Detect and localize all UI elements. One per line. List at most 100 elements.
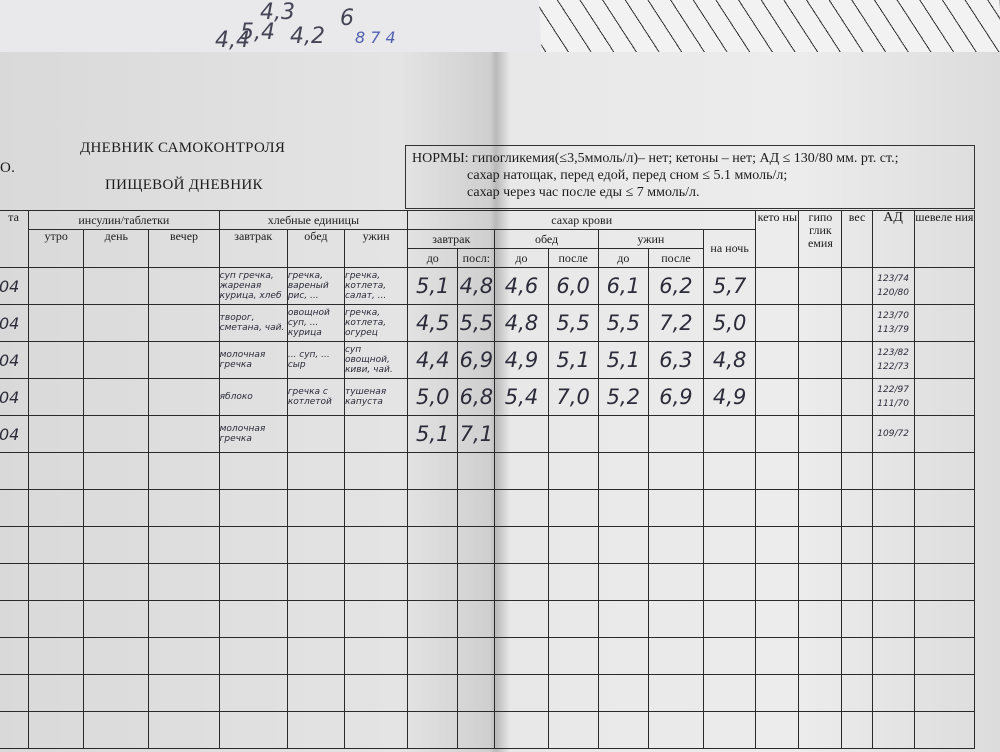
date-cell: 04 [0, 341, 30, 379]
norms-line: НОРМЫ: гипогликемия(≤3,5ммоль/л)– нет; к… [412, 151, 899, 166]
empty-cell [286, 600, 345, 638]
empty-cell [798, 637, 843, 675]
empty-cell [755, 489, 800, 527]
bp-reading: 113/79 [877, 325, 909, 335]
empty-cell [798, 267, 843, 305]
empty-cell [218, 563, 288, 601]
insulin-cell [148, 378, 220, 416]
empty-cell [755, 452, 800, 490]
empty-cell [841, 711, 873, 749]
empty-cell [343, 711, 409, 749]
empty-cell [343, 674, 409, 712]
empty-cell [343, 489, 409, 527]
col-sugar-lunch: обед [494, 229, 599, 249]
col-insulin-day: день [83, 229, 150, 268]
sugar-cell: 5,1 [407, 415, 459, 453]
empty-cell [841, 600, 873, 638]
table-row [0, 526, 976, 564]
insulin-cell [148, 415, 220, 453]
empty-cell [0, 526, 30, 564]
empty-cell [913, 637, 976, 675]
empty-cell [913, 563, 976, 601]
empty-cell [286, 452, 345, 490]
empty-cell [286, 489, 345, 527]
sugar-cell: 7,0 [547, 378, 599, 416]
food-dinner-cell: гречка, котлета, салат, ... [343, 267, 409, 305]
sugar-cell [547, 415, 599, 453]
col-before: до [407, 248, 459, 268]
empty-cell [407, 711, 459, 749]
empty-cell [871, 489, 915, 527]
empty-cell [841, 378, 873, 416]
food-lunch-cell: ... суп, ... сыр [286, 341, 345, 379]
insulin-cell [83, 378, 150, 416]
empty-cell [702, 526, 757, 564]
empty-cell [798, 415, 843, 453]
sugar-cell: 5,2 [597, 378, 649, 416]
empty-cell [841, 526, 873, 564]
date-cell: 04 [0, 304, 30, 342]
insulin-cell [83, 267, 150, 305]
col-movements: шевеле ния [913, 210, 976, 268]
empty-cell [547, 489, 599, 527]
empty-cell [755, 600, 800, 638]
background-scribble: 6 [340, 6, 354, 31]
empty-cell [647, 637, 705, 675]
insulin-cell [148, 304, 220, 342]
sugar-cell: 5,5 [547, 304, 599, 342]
empty-cell [148, 711, 220, 749]
col-insulin-evening: вечер [148, 229, 220, 268]
empty-cell [702, 452, 757, 490]
empty-cell [841, 304, 873, 342]
background-scribble: 8 7 4 [355, 28, 396, 47]
empty-cell [83, 563, 150, 601]
empty-cell [647, 526, 705, 564]
empty-cell [83, 489, 150, 527]
background-scribble: 5,4 [240, 20, 275, 45]
insulin-cell [148, 341, 220, 379]
bp-cell: 123/82 122/73 [871, 341, 915, 379]
col-sugar-night: на ночь [702, 229, 757, 268]
food-diary-title: ПИЩЕВОЙ ДНЕВНИК [105, 177, 263, 193]
sugar-cell: 6,0 [547, 267, 599, 305]
sugar-cell: 4,8 [457, 267, 496, 305]
empty-cell [148, 452, 220, 490]
empty-cell [457, 637, 496, 675]
col-hypo: гипо глик емия [798, 210, 843, 268]
sugar-cell: 6,9 [647, 378, 705, 416]
empty-cell [702, 711, 757, 749]
table-row: 04 молочная гречка 5,1 7,1 109/72 [0, 415, 976, 453]
empty-cell [871, 637, 915, 675]
date-cell: 04 [0, 378, 30, 416]
food-breakfast-cell: яблоко [218, 378, 288, 416]
food-dinner-cell: суп овощной, киви, чай. [343, 341, 409, 379]
date-cell: 04 [0, 415, 30, 453]
empty-cell [647, 711, 705, 749]
empty-cell [148, 637, 220, 675]
col-after: после [547, 248, 599, 268]
empty-cell [755, 563, 800, 601]
diary-rows: 04 суп гречка, жареная курица, хлеб гречка… [0, 267, 976, 749]
table-row: 04 творог, сметана, чай. овощной суп, ... … [0, 304, 976, 342]
food-breakfast-cell: молочная гречка [218, 341, 288, 379]
empty-cell [494, 452, 549, 490]
empty-cell [913, 674, 976, 712]
insulin-cell [28, 267, 85, 305]
insulin-cell [83, 341, 150, 379]
empty-cell [83, 526, 150, 564]
empty-cell [913, 600, 976, 638]
empty-cell [28, 711, 85, 749]
empty-cell [597, 600, 649, 638]
sugar-cell: 6,2 [647, 267, 705, 305]
empty-cell [83, 711, 150, 749]
bp-reading: 120/80 [877, 288, 909, 298]
empty-cell [798, 378, 843, 416]
sugar-cell: 5,1 [547, 341, 599, 379]
food-lunch-cell: овощной суп, ... курица [286, 304, 345, 342]
empty-cell [755, 341, 800, 379]
background-scribble: 4,2 [290, 24, 325, 49]
sugar-cell: 7,2 [647, 304, 705, 342]
norms-box: НОРМЫ: гипогликемия(≤3,5ммоль/л)– нет; к… [405, 145, 975, 209]
col-blood-sugar: сахар крови [407, 210, 757, 230]
empty-cell [83, 637, 150, 675]
